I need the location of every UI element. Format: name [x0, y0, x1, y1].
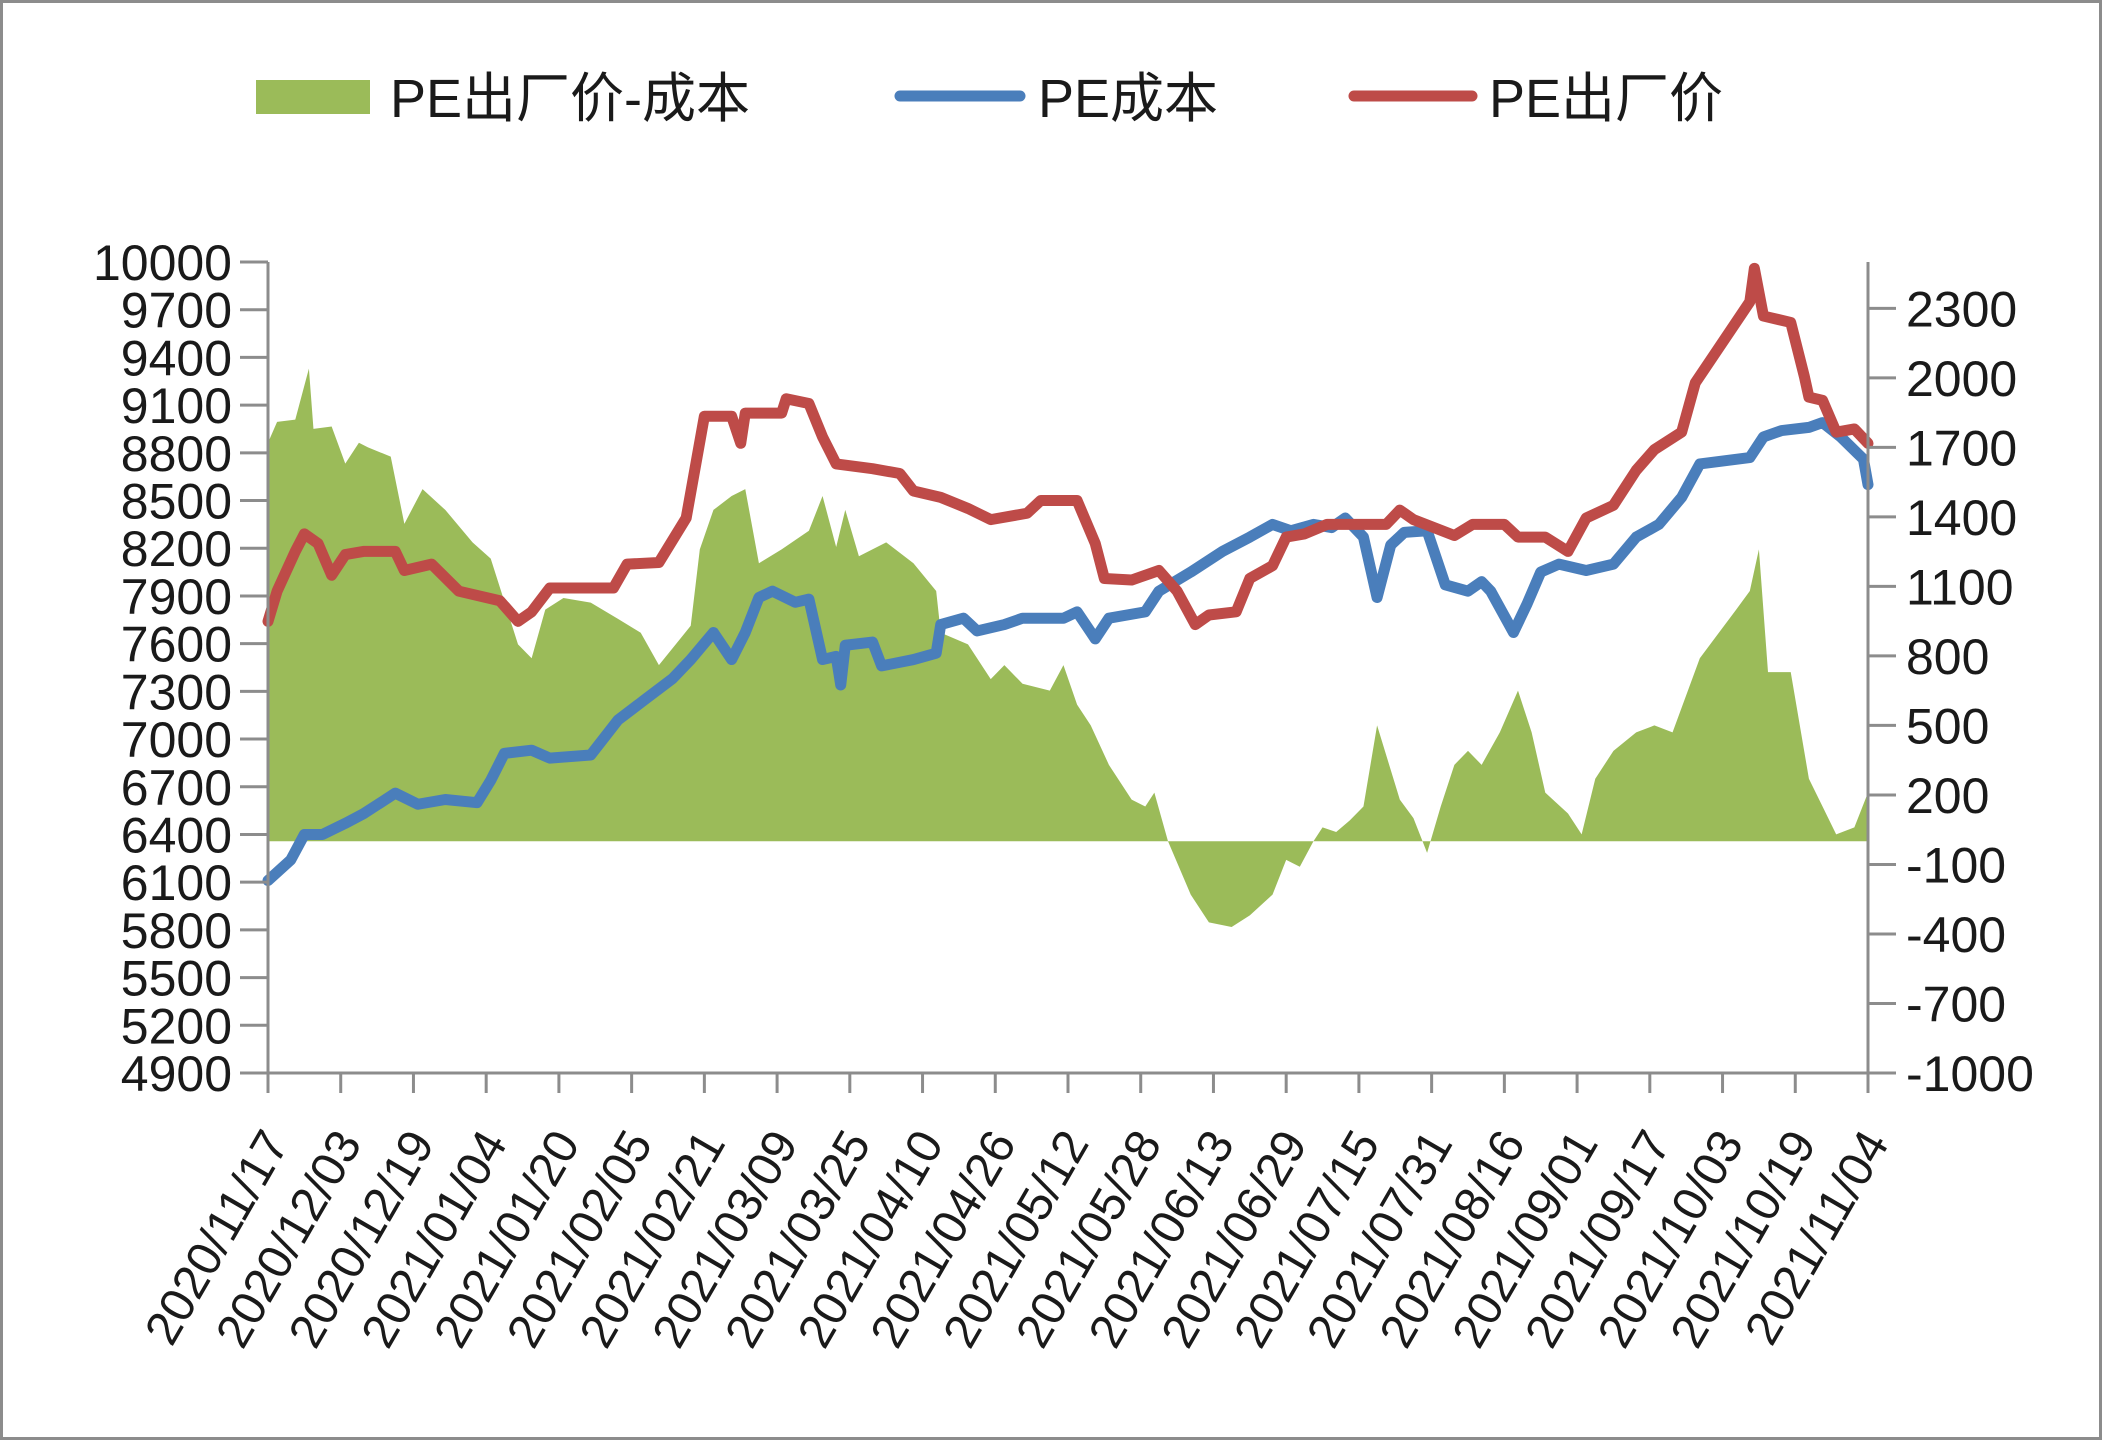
right-axis-tick-label: 800 [1906, 629, 1989, 685]
right-axis-tick-label: 1100 [1906, 559, 2014, 615]
legend-swatch-spread [256, 80, 370, 114]
left-axis-tick-label: 9700 [121, 283, 232, 339]
left-axis-tick-label: 5800 [121, 903, 232, 959]
left-axis-tick-label: 10000 [93, 235, 232, 291]
legend: PE出厂价-成本 PE成本 PE出厂价 [256, 69, 1723, 129]
left-axis-tick-label: 7600 [121, 617, 232, 673]
right-axis-tick-label: -1000 [1906, 1046, 2034, 1102]
right-axis-tick-label: -100 [1906, 837, 2006, 893]
left-axis-tick-label: 6400 [121, 807, 232, 863]
series-area-spread [268, 368, 1868, 928]
right-axis-tick-label: 2300 [1906, 281, 2017, 337]
left-axis-tick-label: 9400 [121, 330, 232, 386]
plot-area [262, 262, 1874, 928]
left-axis-tick-label: 8800 [121, 426, 232, 482]
left-axis-tick-label: 6100 [121, 855, 232, 911]
right-axis-tick-label: -400 [1906, 907, 2006, 963]
left-axis-tick-label: 5200 [121, 998, 232, 1054]
right-axis-tick-label: 200 [1906, 768, 1989, 824]
left-axis-tick-label: 8200 [121, 521, 232, 577]
left-axis-tick-label: 7000 [121, 712, 232, 768]
right-axis-tick-label: -700 [1906, 976, 2006, 1032]
series-line-cost [262, 417, 1874, 887]
right-axis-tick-label: 500 [1906, 698, 1989, 754]
left-axis-tick-label: 7300 [121, 664, 232, 720]
legend-label-spread: PE出厂价-成本 [390, 69, 750, 129]
left-axis-tick-label: 9100 [121, 378, 232, 434]
left-axis-tick-label: 7900 [121, 569, 232, 625]
left-axis-tick-label: 4900 [121, 1046, 232, 1102]
left-axis-tick-label: 8500 [121, 474, 232, 530]
series-line-price [262, 262, 1874, 631]
right-axis-tick-label: 2000 [1906, 351, 2017, 407]
axes: 1000097009400910088008500820079007600730… [93, 235, 2034, 1357]
legend-label-price: PE出厂价 [1489, 69, 1723, 129]
right-axis-tick-label: 1700 [1906, 420, 2017, 476]
right-axis-tick-label: 1400 [1906, 490, 2017, 546]
left-axis-tick-label: 6700 [121, 760, 232, 816]
legend-label-cost: PE成本 [1038, 69, 1218, 129]
left-axis-tick-label: 5500 [121, 951, 232, 1007]
